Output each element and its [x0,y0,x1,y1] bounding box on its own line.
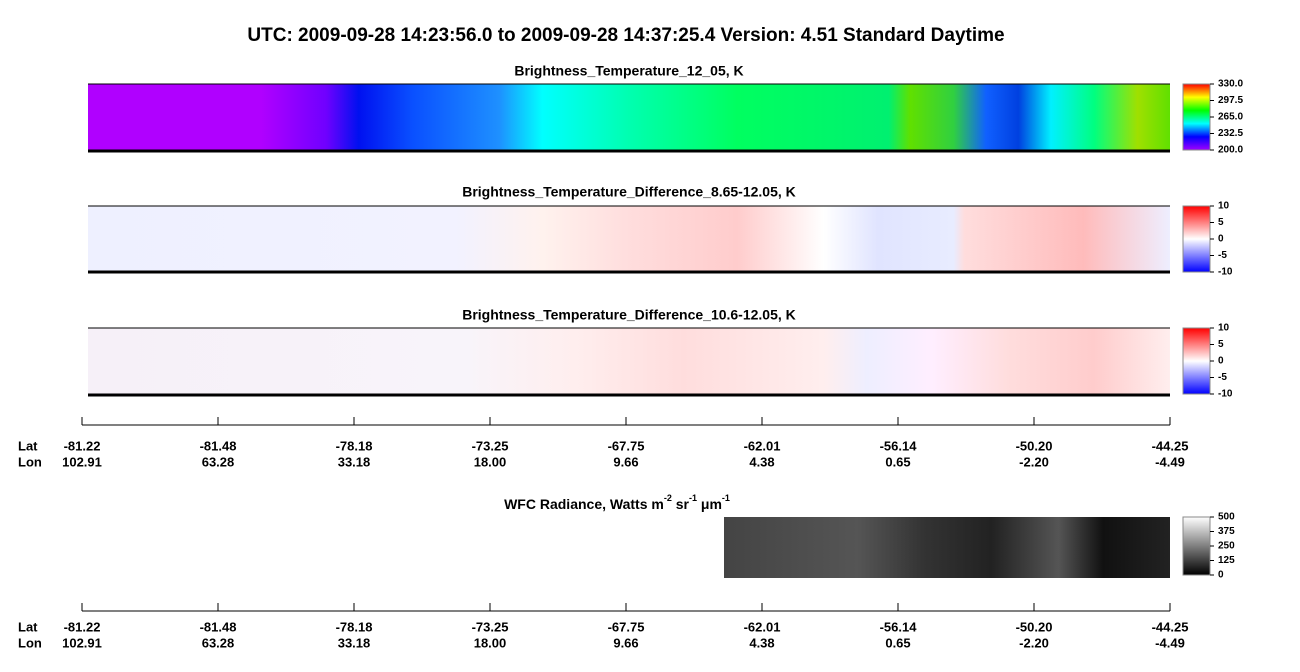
lat-tick-label: -56.14 [880,438,918,453]
lat-tick-label: -78.18 [336,619,373,634]
lon-tick-label: 33.18 [338,635,371,650]
colorbar-tick-label: -5 [1218,250,1227,261]
lat-tick-label: -50.20 [1016,619,1053,634]
lon-tick-label: -2.20 [1019,454,1049,469]
colorbar-tick-label: 0 [1218,234,1224,245]
colorbar-tick-label: 0 [1218,356,1224,367]
colorbar-tick-label: 330.0 [1218,79,1243,90]
panel-title: WFC Radiance, Watts m-2 sr-1 μm-1 [504,493,730,511]
lat-label: Lat [18,438,38,453]
lon-tick-label: 63.28 [202,454,235,469]
lon-tick-label: 102.91 [62,635,102,650]
colorbar-tick-label: 5 [1218,339,1224,350]
image-panel [88,328,1170,395]
colorbar [1182,205,1211,273]
lon-label: Lon [18,635,42,650]
colorbar-tick-label: -10 [1218,267,1233,278]
panel-borders [88,83,1170,397]
colorbar-tick-label: -10 [1218,389,1233,400]
lat-tick-label: -67.75 [608,438,645,453]
colorbar-tick-label: 297.5 [1218,95,1243,106]
image-panel [88,206,1170,272]
colorbar [1182,83,1211,151]
lon-tick-label: 102.91 [62,454,102,469]
title: UTC: 2009-09-28 14:23:56.0 to 2009-09-28… [247,25,1004,46]
lon-tick-label: 18.00 [474,635,507,650]
lat-tick-label: -81.48 [200,438,237,453]
lat-tick-label: -56.14 [880,619,918,634]
lat-tick-label: -44.25 [1152,438,1189,453]
image-panel [724,517,1170,578]
lat-tick-label: -73.25 [472,438,509,453]
panel-title: Brightness_Temperature_Difference_8.65-1… [462,184,796,200]
lat-tick-label: -81.22 [64,619,101,634]
lon-label: Lon [18,454,42,469]
lon-tick-label: 9.66 [613,454,638,469]
colorbar-tick-label: 10 [1218,201,1230,212]
lat-tick-label: -81.22 [64,438,101,453]
colorbar-tick-label: 200.0 [1218,145,1243,156]
lon-tick-label: 9.66 [613,635,638,650]
lon-tick-label: 33.18 [338,454,371,469]
lat-tick-label: -44.25 [1152,619,1189,634]
lat-tick-label: -73.25 [472,619,509,634]
colorbar-tick-label: 10 [1218,323,1230,334]
lon-tick-label: -4.49 [1155,454,1185,469]
lat-tick-label: -62.01 [744,619,781,634]
lon-tick-label: 4.38 [749,635,774,650]
lat-tick-label: -78.18 [336,438,373,453]
colorbar-tick-label: -5 [1218,372,1227,383]
lat-tick-label: -81.48 [200,619,237,634]
colorbar-tick-label: 265.0 [1218,112,1243,123]
colorbar-tick-label: 0 [1218,570,1224,581]
lon-tick-label: 18.00 [474,454,507,469]
lon-tick-label: -4.49 [1155,635,1185,650]
lon-tick-label: 4.38 [749,454,774,469]
panel-title: Brightness_Temperature_12_05, K [514,63,743,79]
lat-label: Lat [18,619,38,634]
lon-tick-label: 0.65 [885,635,910,650]
lon-tick-label: -2.20 [1019,635,1049,650]
image-panel [88,84,1170,151]
colorbar-tick-label: 375 [1218,526,1235,537]
lat-tick-label: -62.01 [744,438,781,453]
panel-title: Brightness_Temperature_Difference_10.6-1… [462,307,796,323]
lon-tick-label: 0.65 [885,454,910,469]
lat-tick-label: -50.20 [1016,438,1053,453]
colorbar [1182,516,1211,576]
colorbar-tick-label: 125 [1218,555,1235,566]
colorbar [1182,327,1211,395]
colorbar-tick-label: 232.5 [1218,128,1243,139]
lat-tick-label: -67.75 [608,619,645,634]
lon-tick-label: 63.28 [202,635,235,650]
colorbar-tick-label: 5 [1218,217,1224,228]
colorbar-tick-label: 500 [1218,512,1235,523]
colorbar-tick-label: 250 [1218,541,1235,552]
